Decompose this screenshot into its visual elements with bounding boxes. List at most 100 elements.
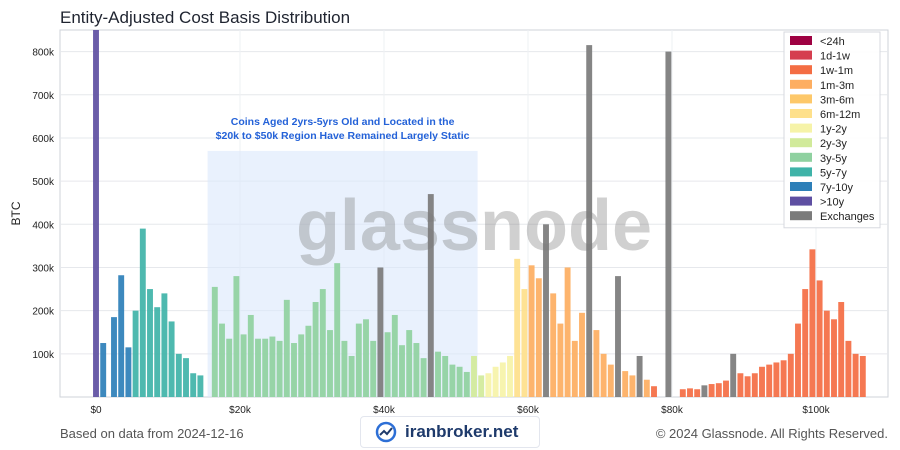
bar-3y5y [255, 338, 261, 397]
bar-1w1m [823, 310, 830, 397]
bar-exchanges [543, 224, 549, 397]
bar-3y5y [233, 276, 240, 397]
bar-2y3y [478, 375, 485, 397]
legend-label: 3y-5y [820, 153, 847, 165]
bar-5y7y [132, 310, 139, 397]
bar-3y5y [319, 289, 326, 397]
bar-1m3m [550, 293, 557, 397]
bar-1w1m [679, 389, 686, 397]
y-tick-label: 200k [32, 307, 55, 318]
bar-5y7y [183, 358, 189, 397]
legend-label: 1w-1m [820, 65, 853, 77]
x-tick-label: $80k [661, 405, 684, 416]
bar-3y5y [334, 263, 341, 397]
legend-swatch [790, 152, 812, 162]
bar-7y10y [111, 317, 117, 397]
bar-1w1m [694, 389, 701, 397]
bar-1m3m [528, 265, 535, 397]
x-tick-label: $40k [373, 405, 396, 416]
y-tick-label: 400k [32, 220, 55, 231]
bar-3y5y [442, 355, 449, 397]
bar-1w1m [831, 319, 837, 397]
bar-5y7y [161, 293, 168, 397]
legend-swatch [790, 196, 812, 206]
y-tick-label: 700k [32, 91, 55, 102]
chart-title: Entity-Adjusted Cost Basis Distribution [60, 8, 351, 27]
legend-label: 6m-12m [820, 109, 860, 121]
bar-exchanges [730, 353, 737, 397]
legend-swatch [790, 94, 812, 104]
bar-3y5y [219, 323, 225, 397]
x-tick-label: $0 [90, 405, 102, 416]
legend-swatch [790, 109, 812, 118]
bar-1w1m [759, 366, 765, 397]
y-axis-label: BTC [9, 201, 23, 225]
bar-exchanges [586, 45, 593, 398]
x-tick-label: $60k [517, 405, 540, 416]
bar-3y5y [413, 343, 420, 397]
bar-1w1m [708, 384, 715, 397]
legend-label: 2y-3y [820, 138, 847, 150]
legend-label: 3m-6m [820, 94, 854, 106]
copyright-note: © 2024 Glassnode. All Rights Reserved. [655, 426, 888, 441]
bar-3y5y [449, 364, 456, 397]
y-tick-label: 300k [32, 263, 55, 274]
bar-exchanges [615, 276, 621, 397]
brand-badge[interactable]: iranbroker.net [360, 416, 540, 448]
legend-label: 5y-7y [820, 167, 847, 179]
x-tick-label: $20k [229, 405, 252, 416]
bar-1w1m [651, 386, 657, 397]
bar-5y7y [190, 373, 197, 397]
bar-exchanges [665, 51, 672, 398]
bar-3y5y [298, 334, 305, 397]
bar-1m3m [593, 330, 600, 397]
legend-label: 7y-10y [820, 182, 854, 194]
watermark-text: glassnode [296, 186, 652, 266]
legend-label: <24h [820, 36, 845, 48]
bar-1w1m [737, 373, 744, 397]
annotation-line-2: $20k to $50k Region Have Remained Largel… [216, 130, 470, 142]
bar-exchanges [377, 267, 384, 397]
y-tick-label: 100k [32, 350, 55, 361]
bar-1w1m [766, 364, 773, 397]
bar-3y5y [406, 330, 413, 397]
bar-1w1m [787, 353, 794, 397]
bar-1w1m [687, 388, 693, 397]
bar-1m3m [643, 379, 650, 397]
bar-5y7y [154, 307, 161, 397]
bar-3y5y [269, 336, 276, 397]
bar-1y2y [507, 355, 513, 397]
legend-swatch [790, 123, 812, 133]
bar-1w1m [751, 373, 758, 397]
bar-1w1m [780, 360, 787, 397]
y-tick-label: 800k [32, 48, 55, 59]
bar-5y7y [147, 289, 153, 397]
bar-1m3m [629, 375, 636, 397]
bar-3y5y [341, 340, 348, 397]
legend-swatch [790, 211, 812, 221]
bar-1w1m [723, 380, 729, 397]
bar-1y2y [485, 373, 492, 397]
bar-3y5y [327, 330, 333, 397]
legend-swatch [790, 65, 812, 75]
bar-1y2y [499, 362, 506, 397]
bar-3y5y [276, 340, 283, 397]
bar-1w1m [744, 376, 751, 397]
bar-1w1m [809, 249, 816, 397]
bar-5y7y [168, 321, 175, 397]
legend-swatch [790, 167, 812, 177]
bar-1m3m [622, 371, 629, 397]
bar-7y10y [125, 347, 132, 397]
bar-3y5y [435, 351, 441, 397]
bar-exchanges [701, 385, 708, 397]
bar-3y5y [463, 371, 470, 397]
bar-3y5y [391, 314, 398, 397]
bar-3y5y [305, 325, 312, 397]
legend-swatch [790, 138, 812, 148]
bar-3y5y [291, 343, 297, 397]
bar-3y5y [384, 332, 391, 397]
bar-3y5y [226, 338, 233, 397]
bar-1w1m [795, 323, 801, 397]
bar-3y5y [262, 338, 269, 397]
bar-1m3m [600, 353, 607, 397]
